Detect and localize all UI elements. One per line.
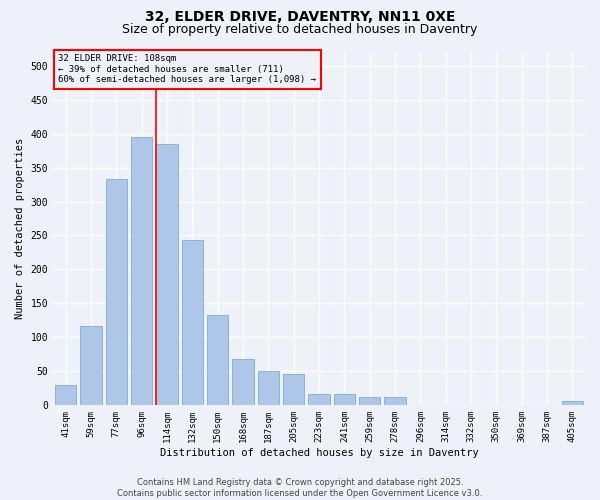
Bar xyxy=(384,398,406,405)
Bar xyxy=(562,402,583,405)
Bar xyxy=(207,314,229,405)
Text: 32, ELDER DRIVE, DAVENTRY, NN11 0XE: 32, ELDER DRIVE, DAVENTRY, NN11 0XE xyxy=(145,10,455,24)
Text: Size of property relative to detached houses in Daventry: Size of property relative to detached ho… xyxy=(122,22,478,36)
Bar xyxy=(156,144,178,405)
Bar xyxy=(182,240,203,405)
Bar xyxy=(283,374,304,405)
Bar xyxy=(257,371,279,405)
Bar xyxy=(359,398,380,405)
Bar xyxy=(334,394,355,405)
Bar xyxy=(80,326,102,405)
Bar xyxy=(232,359,254,405)
Bar xyxy=(106,179,127,405)
X-axis label: Distribution of detached houses by size in Daventry: Distribution of detached houses by size … xyxy=(160,448,478,458)
Text: 32 ELDER DRIVE: 108sqm
← 39% of detached houses are smaller (711)
60% of semi-de: 32 ELDER DRIVE: 108sqm ← 39% of detached… xyxy=(58,54,316,84)
Text: Contains HM Land Registry data © Crown copyright and database right 2025.
Contai: Contains HM Land Registry data © Crown c… xyxy=(118,478,482,498)
Bar xyxy=(308,394,330,405)
Bar xyxy=(55,384,76,405)
Y-axis label: Number of detached properties: Number of detached properties xyxy=(15,138,25,320)
Bar xyxy=(131,136,152,405)
